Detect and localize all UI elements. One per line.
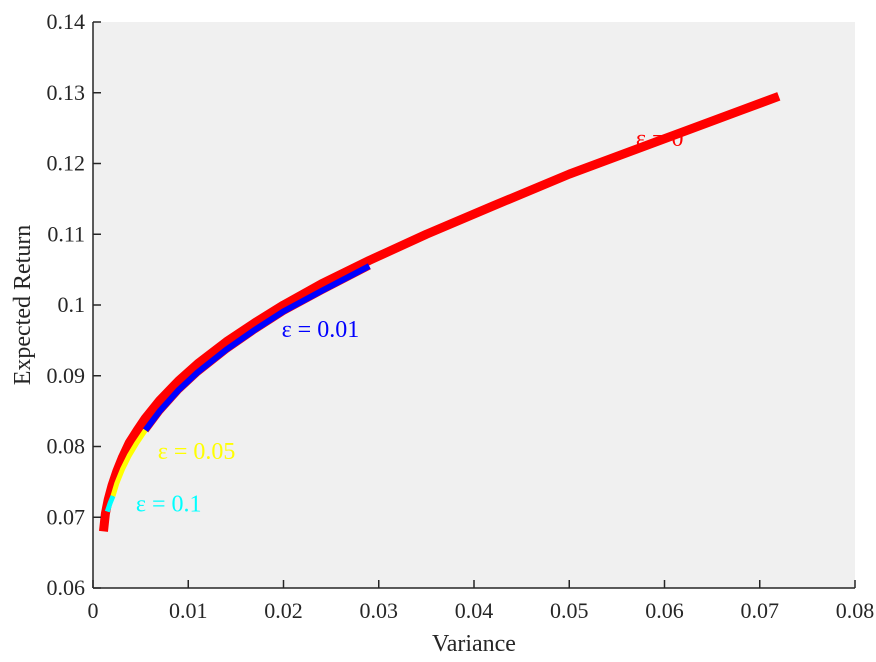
y-tick-label: 0.1 [58,292,86,317]
annotation-layer: ε = 0 ε = 0.01 ε = 0.05 ε = 0.1 [136,126,684,518]
x-tick-label: 0.04 [455,598,494,623]
x-tick-label: 0.08 [836,598,875,623]
x-tick-label: 0.07 [741,598,780,623]
series-annotation-3: ε = 0.1 [136,492,202,518]
y-tick-label: 0.08 [47,434,86,459]
y-tick-label: 0.13 [47,80,86,105]
series-layer [99,92,781,532]
y-tick-label: 0.11 [47,221,85,246]
x-tick-label: 0.06 [645,598,684,623]
y-tick-label: 0.14 [47,9,86,34]
series-annotation-0: ε = 0 [636,126,684,152]
x-tick-label: 0.05 [550,598,589,623]
y-tick-label: 0.06 [47,575,86,600]
y-tick-label: 0.09 [47,363,86,388]
series-line-2 [110,428,148,497]
y-axis-label: Expected Return [10,225,36,386]
x-tick-label: 0.03 [360,598,399,623]
y-tick-label: 0.07 [47,504,86,529]
x-tick-label: 0.01 [169,598,208,623]
x-axis-label: Variance [432,631,516,657]
series-line-0 [99,92,781,532]
axes-layer: 0 0.01 0.02 0.03 0.04 0.05 0.06 0.07 0.08 0.06 0.0… [47,9,875,623]
x-tick-label: 0 [88,598,99,623]
y-tick-label: 0.12 [47,151,86,176]
series-annotation-2: ε = 0.05 [158,439,236,465]
series-annotation-1: ε = 0.01 [282,317,360,343]
series-line-1 [142,263,371,433]
series-line-3 [104,495,116,513]
x-tick-label: 0.02 [264,598,303,623]
